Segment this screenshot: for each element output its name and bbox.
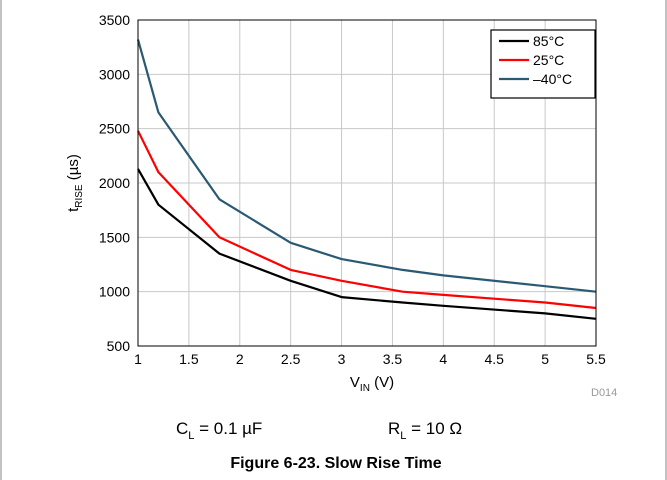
series-line-0 [137, 168, 597, 320]
legend-label: 25°C [533, 52, 564, 68]
figure-caption: Figure 6-23. Slow Rise Time [230, 455, 441, 472]
x-tick-label: 5 [541, 351, 549, 367]
x-tick-label: 3.5 [383, 351, 403, 367]
x-tick-label: 1.5 [179, 351, 199, 367]
series-line-1 [137, 130, 597, 310]
y-tick-label: 2500 [99, 121, 130, 137]
x-tick-label: 2 [236, 351, 244, 367]
x-tick-label: 3 [338, 351, 346, 367]
plot-border [137, 19, 597, 347]
y-tick-label: 3500 [99, 12, 130, 28]
x-tick-label: 2.5 [281, 351, 301, 367]
x-tick-label: 5.5 [586, 351, 606, 367]
y-tick-label: 1500 [99, 229, 130, 245]
x-tick-label: 1 [134, 351, 142, 367]
legend: 85°C 25°C –40°C [490, 29, 596, 99]
y-tick-label: 2000 [99, 175, 130, 191]
y-tick-labels: 500 1000 1500 2000 2500 3000 3500 [99, 12, 130, 354]
load-capacitance-condition: CL = 0.1 µF [176, 419, 262, 442]
legend-label: –40°C [533, 71, 572, 87]
y-tick-label: 500 [107, 338, 131, 354]
y-axis-label: tRISE (µs) [65, 154, 85, 212]
x-tick-label: 4 [439, 351, 447, 367]
y-tick-label: 1000 [99, 284, 130, 300]
series-lines [136, 39, 597, 320]
x-tick-labels: 1 1.5 2 2.5 3 3.5 4 4.5 5 5.5 [134, 351, 606, 367]
x-tick-label: 4.5 [484, 351, 504, 367]
x-axis-label: VIN (V) [350, 374, 394, 394]
figure-id-watermark: D014 [591, 387, 617, 399]
load-resistance-condition: RL = 10 Ω [388, 419, 462, 442]
legend-label: 85°C [533, 33, 564, 49]
chart-area: 1 1.5 2 2.5 3 3.5 4 4.5 5 5.5 500 1000 1500 2000 2500… [65, 12, 617, 399]
y-tick-label: 3000 [99, 66, 130, 82]
series-line-2 [136, 39, 597, 293]
